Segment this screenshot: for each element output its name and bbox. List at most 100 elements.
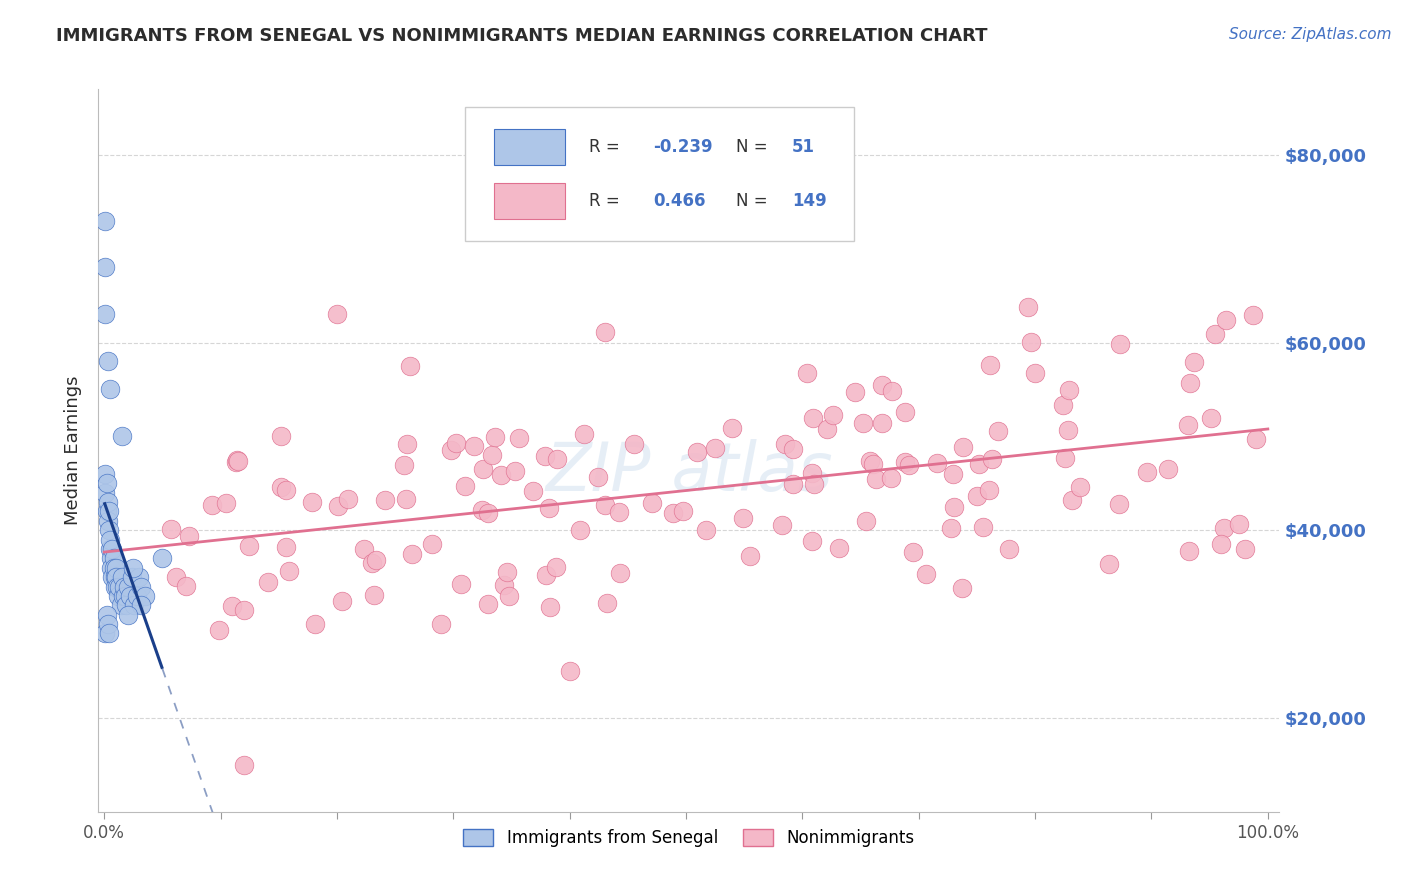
Point [97,617,120,632]
Point [801,466,824,480]
Text: ZIP atlas: ZIP atlas [546,439,832,505]
Point [471,503,494,517]
Point [330,594,353,608]
Point [1199,411,1222,425]
Point [1177,417,1199,432]
Point [966,490,988,504]
Point [491,467,513,482]
Point [1136,465,1159,479]
Point [828,541,851,555]
Point [374,492,396,507]
Point [775,437,797,451]
Point [1211,537,1233,551]
Point [872,378,894,392]
Point [1057,383,1080,397]
Point [586,469,609,483]
Point [221,599,243,613]
Point [301,494,323,508]
Point [801,533,824,548]
Point [801,411,824,425]
Point [104,570,127,584]
Point [522,484,544,499]
Point [471,462,494,476]
Bar [494,183,565,219]
Point [703,441,725,455]
Point [366,553,388,567]
Text: Source: ZipAtlas.com: Source: ZipAtlas.com [1229,27,1392,42]
Point [101,570,124,584]
Point [177,529,200,543]
Point [733,511,755,525]
Point [110,599,132,613]
Point [128,570,150,584]
Point [862,457,884,471]
Legend: Immigrants from Senegal, Nonimmigrants: Immigrants from Senegal, Nonimmigrants [457,822,921,854]
Point [609,566,631,580]
Point [463,439,485,453]
Point [855,515,877,529]
Point [395,492,418,507]
Point [859,454,882,468]
FancyBboxPatch shape [464,107,855,241]
Point [337,492,360,507]
Point [977,483,1000,497]
Point [852,416,875,430]
Point [134,589,156,603]
Point [97,495,120,509]
Point [117,607,139,622]
Point [94,213,117,227]
Point [950,582,973,596]
Point [112,580,135,594]
Point [1213,521,1236,535]
Point [201,498,224,512]
Point [1204,326,1226,341]
Point [1052,398,1074,412]
Point [270,428,292,442]
Point [232,757,254,772]
Point [498,590,520,604]
Point [96,607,118,622]
Point [898,458,921,473]
Point [641,496,664,510]
Point [672,503,695,517]
Point [304,617,326,632]
Point [596,596,619,610]
Point [782,442,804,456]
Point [695,523,717,537]
Text: IMMIGRANTS FROM SENEGAL VS NONIMMIGRANTS MEDIAN EARNINGS CORRELATION CHART: IMMIGRANTS FROM SENEGAL VS NONIMMIGRANTS… [56,27,988,45]
Point [450,577,472,591]
Point [105,580,128,594]
Point [276,540,298,554]
Point [770,517,793,532]
Point [879,471,901,485]
Point [360,556,382,570]
Point [987,424,1010,438]
Point [115,599,138,613]
Point [124,599,146,613]
Point [942,467,965,482]
Point [568,523,591,537]
Point [720,421,742,435]
Text: N =: N = [737,138,773,156]
Y-axis label: Median Earnings: Median Earnings [65,376,83,525]
Point [98,383,121,397]
Point [738,549,761,563]
Point [1215,313,1237,327]
Point [103,560,125,574]
Point [1108,497,1130,511]
Point [328,499,350,513]
Point [915,566,938,581]
Point [484,430,506,444]
Point [815,422,838,436]
Point [159,522,181,536]
Point [215,496,238,510]
Point [558,664,581,678]
Point [967,457,990,471]
Point [1157,461,1180,475]
Point [108,580,131,594]
Point [97,504,120,518]
Text: 51: 51 [792,138,814,156]
Point [593,498,616,512]
Text: N =: N = [737,192,773,211]
Point [165,569,187,583]
